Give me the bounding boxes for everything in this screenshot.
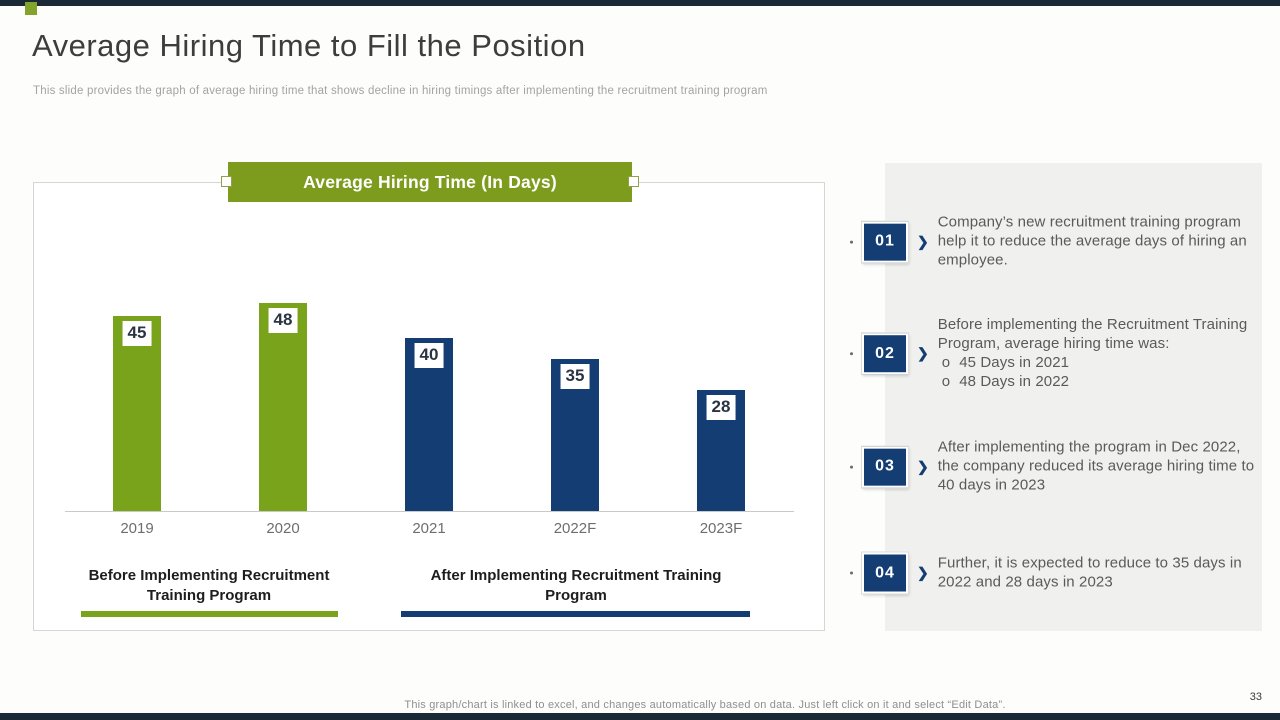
legend-after-program: After Implementing Recruitment Training … — [430, 567, 722, 604]
x-axis-line — [65, 511, 794, 512]
step-number-badge-03[interactable]: 03 — [862, 446, 908, 488]
bullet-item: o 48 Days in 2022 — [941, 372, 1070, 390]
chart-container[interactable]: 45 2019 48 2020 40 2021 35 2022F 28 2023F Before … — [33, 182, 825, 631]
data-label-2020: 48 — [268, 308, 298, 333]
legend-before-underline — [81, 611, 338, 617]
annotation-item-04: 04 ❯ Further, it is expected to reduce to … — [850, 552, 1266, 594]
chevron-right-icon: ❯ — [917, 458, 929, 475]
axis-tick-2020: 2020 — [266, 520, 300, 537]
slide-subtitle: This slide provides the graph of average… — [33, 85, 768, 97]
green-accent-square — [25, 2, 37, 15]
step-number-badge-01[interactable]: 01 — [862, 221, 908, 263]
annotation-text-04: Further, it is expected to reduce to 35 … — [937, 554, 1242, 590]
bullet-item: o 45 Days in 2021 — [941, 354, 1070, 371]
tick-dot-icon — [850, 352, 853, 356]
annotations-panel — [885, 163, 1262, 631]
bar-2023F[interactable]: 28 — [697, 390, 745, 511]
annotation-text-02: Before implementing the Recruitment Trai… — [938, 316, 1266, 392]
data-label-2022F: 35 — [560, 364, 590, 389]
chevron-right-icon: ❯ — [917, 564, 929, 581]
chevron-right-icon: ❯ — [917, 233, 929, 250]
annotation-text-03: After implementing the program in Dec 20… — [937, 438, 1255, 494]
bottom-accent-bar — [0, 713, 1280, 720]
top-accent-bar — [0, 0, 1280, 15]
axis-tick-2021: 2021 — [412, 520, 446, 537]
tick-dot-icon — [850, 571, 853, 575]
annotation-item-03: 03 ❯ After implementing the program in Dec… — [850, 439, 1266, 496]
bar-chart-plot[interactable]: 45 2019 48 2020 40 2021 35 2022F 28 2023F — [34, 183, 824, 537]
bar-2019[interactable]: 45 — [113, 316, 161, 511]
legend-after-underline — [401, 611, 750, 617]
axis-tick-2023F: 2023F — [699, 520, 743, 537]
data-label-2023F: 28 — [706, 395, 736, 420]
chevron-right-icon: ❯ — [917, 345, 929, 362]
chart-title-banner[interactable]: Average Hiring Time (In Days) — [221, 162, 639, 202]
page-number: 33 — [1249, 691, 1262, 703]
data-label-2019: 45 — [122, 321, 152, 346]
footer-note: This graph/chart is linked to excel, and… — [404, 699, 1006, 711]
annotation-text-01: Company’s new recruitment training progr… — [937, 213, 1247, 269]
annotation-item-02: 02 ❯ Before implementing the Recruitment T… — [850, 316, 1266, 392]
chart-title: Average Hiring Time (In Days) — [303, 171, 557, 192]
tick-dot-icon — [850, 240, 853, 244]
annotation-item-01: 01 ❯ Company’s new recruitment training pr… — [850, 214, 1266, 271]
bar-2020[interactable]: 48 — [259, 303, 307, 511]
data-label-2021: 40 — [414, 343, 444, 368]
bar-2022F[interactable]: 35 — [551, 359, 599, 511]
step-number-badge-04[interactable]: 04 — [862, 552, 908, 594]
legend-before-program: Before Implementing Recruitment Training… — [88, 567, 330, 604]
page-title: Average Hiring Time to Fill the Position — [32, 28, 586, 63]
axis-tick-2019: 2019 — [120, 520, 154, 537]
selection-handle-left-icon[interactable] — [221, 176, 232, 187]
selection-handle-right-icon[interactable] — [628, 176, 639, 187]
bar-2021[interactable]: 40 — [405, 338, 453, 511]
axis-tick-2022F: 2022F — [553, 520, 597, 537]
tick-dot-icon — [850, 465, 853, 469]
step-number-badge-02[interactable]: 02 — [862, 333, 908, 375]
